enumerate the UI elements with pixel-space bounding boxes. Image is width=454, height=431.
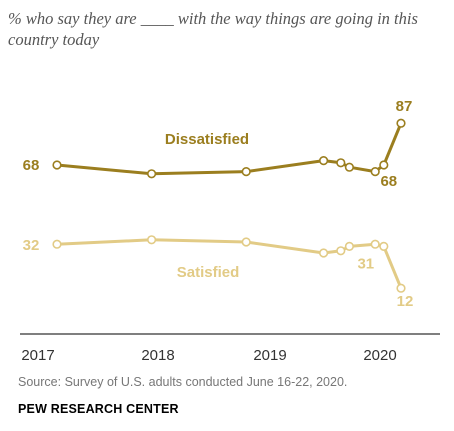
x-tick-label-2019: 2019 [253, 347, 286, 364]
data-label-satisfied-0: 32 [23, 237, 40, 254]
data-point-dissatisfied-0 [52, 160, 62, 170]
data-label-dissatisfied-2: 87 [396, 98, 413, 115]
data-point-dissatisfied-6 [370, 167, 380, 177]
data-point-satisfied-2 [241, 237, 251, 247]
data-label-satisfied-1: 31 [357, 255, 374, 272]
data-point-dissatisfied-5 [344, 162, 355, 172]
data-label-dissatisfied-0: 68 [23, 157, 40, 174]
data-point-satisfied-1 [147, 235, 157, 245]
series-name-dissatisfied: Dissatisfied [165, 131, 249, 148]
organization-name: PEW RESEARCH CENTER [18, 402, 179, 416]
data-label-satisfied-2: 12 [397, 293, 414, 310]
series-name-satisfied: Satisfied [177, 264, 240, 281]
data-point-dissatisfied-2 [241, 167, 251, 177]
x-tick-label-2017: 2017 [21, 347, 54, 364]
data-point-satisfied-0 [52, 239, 62, 249]
source-note: Source: Survey of U.S. adults conducted … [18, 375, 348, 389]
chart-subtitle: % who say they are ____ with the way thi… [8, 9, 418, 49]
data-point-satisfied-3 [319, 248, 329, 258]
data-point-satisfied-5 [344, 241, 355, 251]
data-point-dissatisfied-3 [319, 156, 329, 166]
source-text: Survey of U.S. adults conducted June 16-… [64, 375, 348, 389]
data-point-dissatisfied-1 [147, 169, 157, 179]
data-point-satisfied-6 [370, 239, 380, 249]
data-point-satisfied-8 [396, 283, 406, 293]
data-point-dissatisfied-8 [396, 118, 406, 128]
data-point-satisfied-7 [379, 241, 389, 251]
x-tick-label-2020: 2020 [363, 347, 396, 364]
data-point-dissatisfied-7 [379, 160, 389, 170]
x-tick-label-2018: 2018 [141, 347, 174, 364]
data-point-dissatisfied-4 [336, 158, 346, 168]
data-point-satisfied-4 [336, 246, 346, 256]
data-label-dissatisfied-1: 68 [380, 173, 397, 190]
